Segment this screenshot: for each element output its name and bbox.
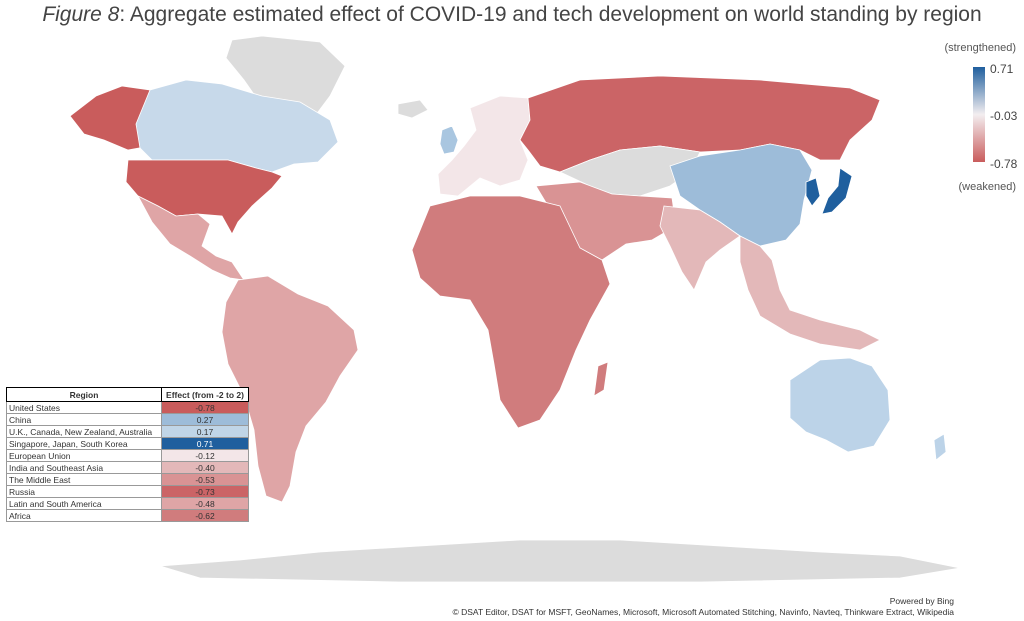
- region-name-cell: The Middle East: [6, 473, 162, 486]
- region-new-zealand: [933, 433, 947, 461]
- effect-value-cell: -0.73: [161, 485, 249, 498]
- region-australia: [789, 357, 891, 453]
- effect-value-cell: -0.40: [161, 461, 249, 474]
- effect-value-cell: 0.27: [161, 413, 249, 426]
- table-header-row: Region Effect (from -2 to 2): [6, 387, 249, 402]
- legend-max-value: 0.71: [990, 62, 1014, 76]
- region-name-cell: Russia: [6, 485, 162, 498]
- region-name-cell: Singapore, Japan, South Korea: [6, 437, 162, 450]
- region-korea: [805, 177, 821, 207]
- world-map: [69, 35, 961, 583]
- table-row: Latin and South America -0.48: [6, 497, 249, 510]
- figure-label: Figure 8: [42, 3, 120, 26]
- figure-title: Figure 8: Aggregate estimated effect of …: [0, 3, 1024, 27]
- region-india: [659, 205, 741, 291]
- table-row: European Union -0.12: [6, 449, 249, 462]
- table-row: The Middle East -0.53: [6, 473, 249, 486]
- region-central-america: [137, 195, 245, 281]
- region-name-cell: India and Southeast Asia: [6, 461, 162, 474]
- legend-color-scale: [973, 67, 985, 162]
- effect-value-cell: 0.71: [161, 437, 249, 450]
- region-africa: [411, 195, 611, 429]
- effect-value-cell: 0.17: [161, 425, 249, 438]
- region-name-cell: Latin and South America: [6, 497, 162, 510]
- table-row: China 0.27: [6, 413, 249, 426]
- region-canada: [135, 79, 339, 173]
- effect-value-cell: -0.62: [161, 509, 249, 522]
- table-row: United States -0.78: [6, 401, 249, 414]
- table-row: India and Southeast Asia -0.40: [6, 461, 249, 474]
- region-name-cell: United States: [6, 401, 162, 414]
- region-effect-table: Region Effect (from -2 to 2) United Stat…: [6, 387, 249, 522]
- region-madagascar: [593, 361, 609, 397]
- region-antarctica: [159, 539, 961, 583]
- legend-weakened-label: (weakened): [958, 181, 1016, 193]
- region-name-cell: European Union: [6, 449, 162, 462]
- effect-value-cell: -0.48: [161, 497, 249, 510]
- column-header-effect: Effect (from -2 to 2): [161, 387, 249, 402]
- powered-by-credit: Powered by Bing: [889, 596, 954, 606]
- figure-title-text: : Aggregate estimated effect of COVID-19…: [119, 3, 982, 26]
- region-south-america: [221, 275, 359, 503]
- region-japan: [821, 167, 853, 215]
- legend-min-value: -0.78: [990, 157, 1018, 171]
- table-row: Africa -0.62: [6, 509, 249, 522]
- table-row: Russia -0.73: [6, 485, 249, 498]
- map-data-credit: © DSAT Editor, DSAT for MSFT, GeoNames, …: [452, 607, 955, 617]
- table-row: Singapore, Japan, South Korea 0.71: [6, 437, 249, 450]
- region-name-cell: China: [6, 413, 162, 426]
- region-iceland: [397, 99, 429, 119]
- table-row: U.K., Canada, New Zealand, Australia 0.17: [6, 425, 249, 438]
- region-name-cell: Africa: [6, 509, 162, 522]
- region-name-cell: U.K., Canada, New Zealand, Australia: [6, 425, 162, 438]
- effect-value-cell: -0.78: [161, 401, 249, 414]
- region-uk: [439, 125, 459, 155]
- legend-strengthened-label: (strengthened): [944, 42, 1016, 54]
- effect-value-cell: -0.12: [161, 449, 249, 462]
- column-header-region: Region: [6, 387, 162, 402]
- effect-value-cell: -0.53: [161, 473, 249, 486]
- legend-mid-value: -0.03: [990, 109, 1018, 123]
- region-southeast-asia: [739, 235, 881, 351]
